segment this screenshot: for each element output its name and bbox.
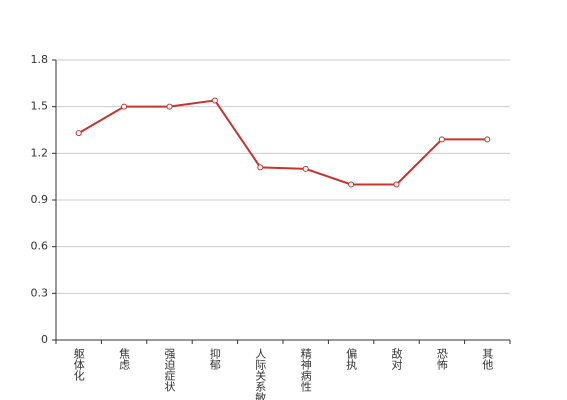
point [166,103,173,110]
y-tick-label: 0.3 [31,286,49,299]
x-tick-label: 其他 [481,348,494,370]
x-tick-label: 焦虑 [118,348,131,370]
line [78,99,488,186]
x-tick-label: 强迫症状 [163,348,176,392]
x-tick-label: 偏执 [345,347,358,371]
y-tick-label: 0.6 [31,240,49,253]
x-tick-label: 精神病性 [299,348,312,393]
point [211,97,218,104]
point [257,164,264,171]
y-tick-label: 1.5 [31,100,49,113]
x-tick-label: 躯体化 [72,348,85,382]
point [348,181,355,188]
y-tick-label: 1.8 [31,53,49,66]
x-tick-label: 抑郁 [208,347,221,370]
point [484,136,491,143]
x-tick-label: 恐怖 [435,348,448,370]
y-tick-label: 1.2 [31,146,49,159]
point [302,165,309,172]
point [393,181,400,188]
y-tick-label: 0 [41,333,48,346]
point [75,130,82,137]
point [438,136,445,143]
x-tick-label: 人际关系敏感 [254,348,267,400]
x-tick-label: 敌对 [390,347,403,370]
y-tick-label: 0.9 [31,193,49,206]
point [121,103,128,110]
